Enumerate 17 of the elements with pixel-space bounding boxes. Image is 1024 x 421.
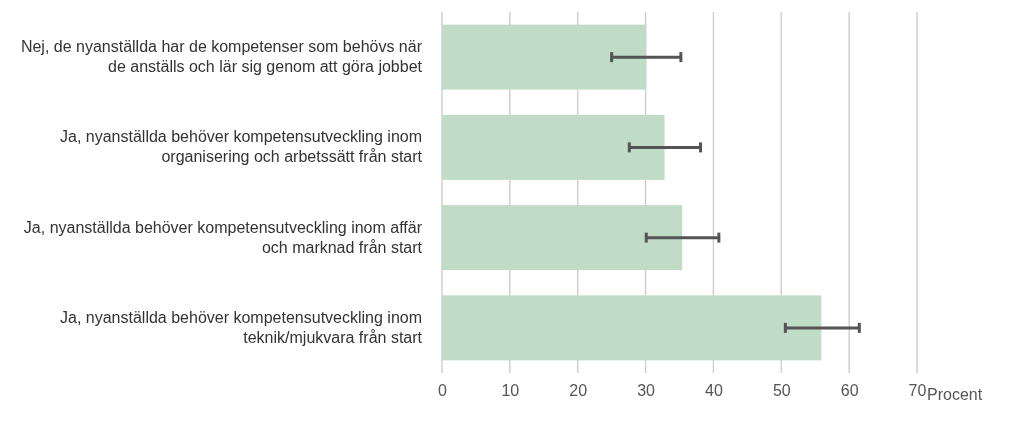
x-tick-label: 50: [772, 382, 791, 400]
y-tick-label: Nej, de nyanställda har de kompetenser som behövs när de anställs och lär sig genom att göra jobbet: [20, 38, 423, 76]
x-tick-label: 40: [705, 382, 723, 400]
x-tick-label: 60: [840, 382, 859, 400]
bar: [442, 114, 665, 180]
bar: [442, 205, 683, 271]
bar: [442, 295, 822, 361]
y-tick-label: Ja, nyanställda behöver kompetensutveckling inom organisering och arbetssätt från start: [60, 128, 423, 166]
y-tick-label: Ja, nyanställda behöver kompetensutveckling inom affär och marknad från start: [23, 218, 423, 256]
x-tick-label: 20: [569, 382, 588, 400]
x-axis-title: Procent: [927, 386, 983, 403]
x-tick-label: 70: [908, 382, 927, 400]
x-tick-label: 10: [501, 382, 520, 400]
x-tick-label: 0: [438, 382, 448, 400]
x-tick-label: 30: [637, 382, 656, 400]
bar: [442, 24, 647, 90]
y-tick-label: Ja, nyanställda behöver kompetensutveckling inom teknik/mjukvara från start: [60, 308, 423, 346]
